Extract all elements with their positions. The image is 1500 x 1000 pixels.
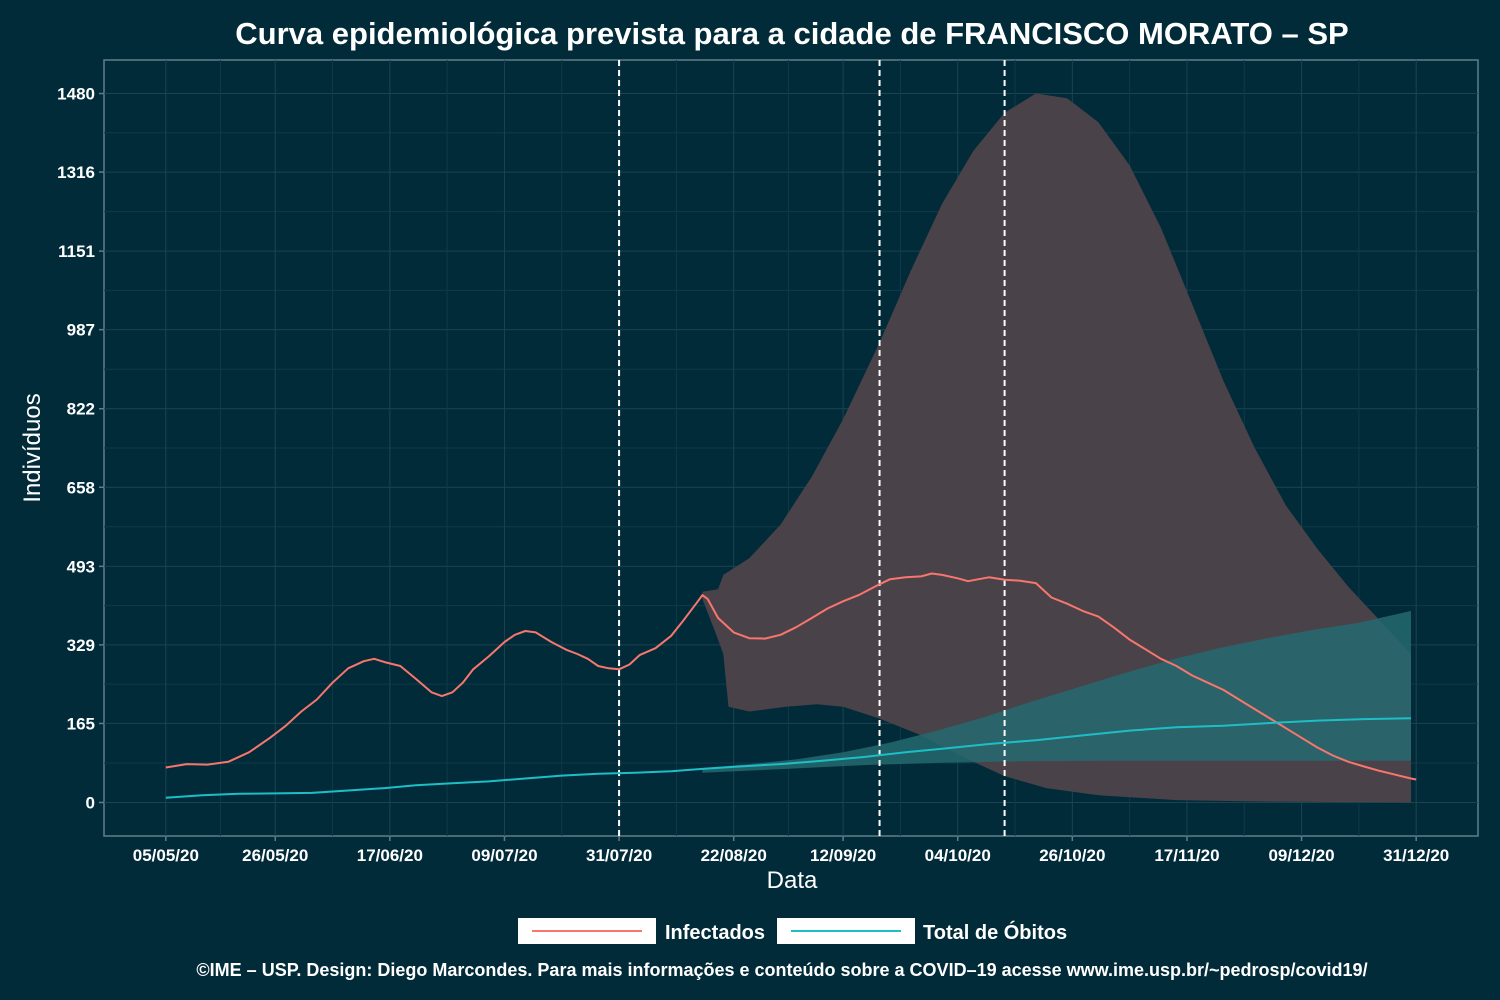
- x-tick-label: 17/06/20: [357, 846, 423, 865]
- y-tick-label: 0: [86, 793, 95, 812]
- legend-label-obitos: Total de Óbitos: [923, 920, 1067, 944]
- x-tick-label: 22/08/20: [701, 846, 767, 865]
- x-tick-label: 12/09/20: [810, 846, 876, 865]
- x-tick-label: 09/12/20: [1268, 846, 1334, 865]
- footer-credit: ©IME – USP. Design: Diego Marcondes. Par…: [196, 960, 1367, 980]
- y-tick-label: 658: [67, 478, 95, 497]
- obitos-confidence-band: [702, 610, 1411, 773]
- y-tick-label: 822: [67, 400, 95, 419]
- x-axis-title: Data: [767, 867, 818, 894]
- y-axis: 0 165 329 493 658 822 987 1151 1316 1480: [57, 85, 104, 812]
- legend-label-infectados: Infectados: [665, 922, 765, 944]
- x-tick-label: 31/07/20: [586, 846, 652, 865]
- y-tick-label: 493: [67, 557, 95, 576]
- chart-title: Curva epidemiológica prevista para a cid…: [235, 16, 1348, 51]
- legend: Infectados Total de Óbitos: [518, 918, 1067, 944]
- y-tick-label: 1316: [57, 163, 95, 182]
- y-tick-label: 1151: [58, 242, 95, 261]
- y-tick-label: 1480: [57, 85, 95, 104]
- plot-panel: [103, 59, 1479, 837]
- obitos-line: [165, 717, 1412, 799]
- x-tick-label: 31/12/20: [1383, 846, 1449, 865]
- x-tick-label: 09/07/20: [471, 846, 537, 865]
- y-axis-title: Indivíduos: [19, 393, 46, 502]
- series-lines: [165, 572, 1417, 799]
- infectados-line: [165, 572, 1417, 781]
- x-tick-label: 05/05/20: [133, 846, 199, 865]
- x-tick-label: 26/10/20: [1039, 846, 1105, 865]
- y-tick-label: 329: [67, 636, 95, 655]
- x-axis: 05/05/20 26/05/20 17/06/20 09/07/20 31/07/20…: [133, 836, 1449, 865]
- y-tick-label: 987: [67, 321, 95, 340]
- x-tick-label: 04/10/20: [925, 846, 991, 865]
- y-tick-label: 165: [67, 714, 95, 733]
- x-tick-label: 17/11/20: [1154, 846, 1219, 865]
- x-tick-label: 26/05/20: [242, 846, 308, 865]
